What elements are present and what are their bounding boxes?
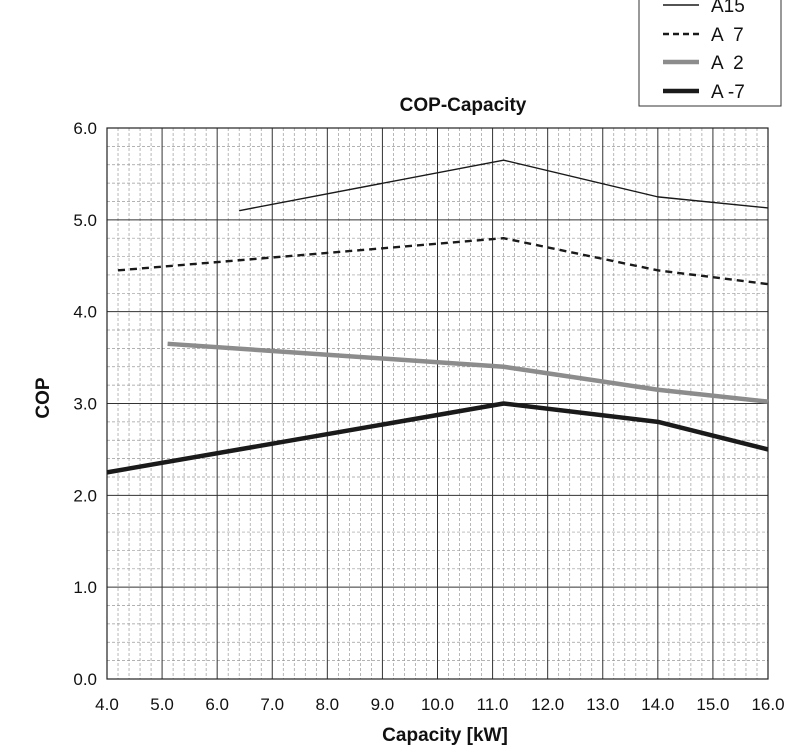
- series-line-2: [117, 236, 769, 286]
- legend: A15 A 7 A 2 A -7: [638, 0, 782, 107]
- legend-label-4: A -7: [711, 82, 745, 103]
- y-tick-labels: 0.0 1.0 2.0 3.0 4.0 5.0 6.0: [73, 119, 97, 689]
- x-tick-labels: 4.0 5.0 6.0 7.0 8.0 9.0 10.0 11.0 12.0 13.0 14.0 15…: [95, 695, 784, 714]
- x-tick-label: 4.0: [95, 695, 119, 714]
- series-line-4: [106, 401, 769, 475]
- y-tick-label: 3.0: [73, 395, 97, 414]
- series-lines: [106, 159, 769, 475]
- legend-label-1: A15: [711, 0, 745, 17]
- x-tick-label: 7.0: [260, 695, 284, 714]
- y-axis-label: COP: [33, 377, 54, 419]
- y-tick-label: 6.0: [73, 119, 97, 138]
- y-tick-label: 0.0: [73, 670, 97, 689]
- x-tick-label: 10.0: [421, 695, 454, 714]
- series-line-3: [167, 341, 769, 404]
- x-tick-label: 11.0: [477, 695, 509, 714]
- x-axis-label: Capacity [kW]: [382, 725, 508, 745]
- x-tick-label: 6.0: [205, 695, 229, 714]
- y-tick-label: 2.0: [73, 486, 97, 505]
- x-tick-label: 15.0: [696, 695, 729, 714]
- plot-frame: [106, 127, 769, 680]
- y-tick-label: 4.0: [73, 303, 97, 322]
- y-tick-label: 5.0: [73, 211, 97, 230]
- legend-label-2: A 7: [711, 25, 744, 46]
- legend-label-3: A 2: [711, 53, 744, 74]
- x-tick-label: 12.0: [531, 695, 564, 714]
- legend-box: [638, 0, 782, 107]
- series-line-1: [239, 159, 769, 212]
- x-tick-label: 13.0: [586, 695, 619, 714]
- y-tick-label: 1.0: [73, 578, 97, 597]
- chart-title: COP-Capacity: [400, 95, 527, 116]
- x-tick-label: 9.0: [371, 695, 395, 714]
- x-tick-label: 16.0: [751, 695, 784, 714]
- x-tick-label: 5.0: [150, 695, 174, 714]
- x-tick-label: 8.0: [316, 695, 340, 714]
- x-tick-label: 14.0: [641, 695, 674, 714]
